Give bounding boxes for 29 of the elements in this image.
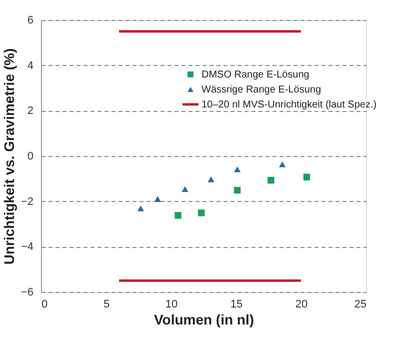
x-tick-label: 25 xyxy=(354,298,366,310)
x-tick-label: 20 xyxy=(295,298,308,310)
x-tick-label: 15 xyxy=(230,298,243,310)
legend-label: 10–20 nl MVS-Unrichtigkeit (laut Spez.) xyxy=(202,99,377,110)
y-axis-title: Unrichtigkeit vs. Gravimetrie (%) xyxy=(0,48,17,265)
y-tick-label: −2 xyxy=(20,196,34,208)
point xyxy=(174,212,182,219)
point xyxy=(137,205,144,212)
y-tick-label: 0 xyxy=(27,150,34,162)
x-tick-label: 0 xyxy=(42,298,48,310)
y-tick-label: −4 xyxy=(20,241,34,254)
point xyxy=(154,196,161,202)
point xyxy=(268,176,274,184)
y-tick-label: 6 xyxy=(27,14,34,26)
point xyxy=(208,176,214,182)
point xyxy=(278,161,286,168)
y-tick-label: −6 xyxy=(20,286,34,298)
point xyxy=(198,210,205,216)
x-tick-label: 5 xyxy=(103,298,110,310)
point xyxy=(303,174,310,180)
x-tick-label: 10 xyxy=(165,298,178,310)
y-tick-label: 4 xyxy=(27,60,34,72)
legend-label: DMSO Range E-Lösung xyxy=(202,69,310,80)
legend-label: Wässrige Range E-Lösung xyxy=(202,84,322,96)
y-tick-label: 2 xyxy=(27,105,34,118)
point xyxy=(182,186,188,192)
x-axis-title: Volumen (in nl) xyxy=(154,312,254,328)
point xyxy=(234,166,241,172)
point xyxy=(234,186,241,194)
